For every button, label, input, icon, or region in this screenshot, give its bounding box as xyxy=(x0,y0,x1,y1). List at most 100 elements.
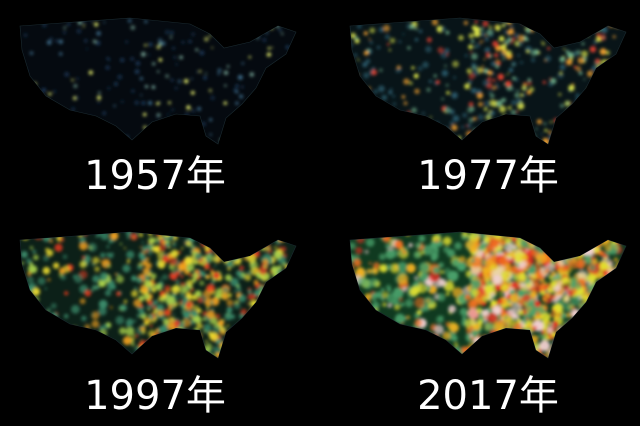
light-dot xyxy=(536,273,544,281)
light-dot xyxy=(365,58,371,64)
light-dot xyxy=(468,101,474,107)
light-dot xyxy=(385,249,396,260)
light-dot xyxy=(549,312,555,318)
light-dot xyxy=(492,78,496,82)
light-dot xyxy=(84,39,88,43)
light-dot xyxy=(180,274,184,279)
light-dot xyxy=(571,83,575,86)
light-dot xyxy=(518,272,527,281)
light-dot xyxy=(92,39,97,44)
light-dot xyxy=(501,47,504,50)
light-dot xyxy=(119,327,127,335)
light-dot xyxy=(64,72,70,77)
light-dot xyxy=(428,303,433,308)
light-dot xyxy=(210,268,214,273)
light-dot xyxy=(249,260,259,270)
light-dot xyxy=(476,92,484,99)
light-dot xyxy=(215,338,221,345)
light-dot xyxy=(153,245,161,253)
light-dot xyxy=(542,80,546,84)
light-dot xyxy=(467,123,472,128)
light-dot xyxy=(157,70,160,73)
light-dot xyxy=(168,257,178,266)
light-dot xyxy=(32,249,37,254)
light-dot xyxy=(117,74,123,80)
light-dot xyxy=(157,38,163,43)
light-dot xyxy=(526,90,532,95)
light-dot xyxy=(485,114,492,121)
light-dot xyxy=(371,267,379,275)
light-dot xyxy=(475,250,479,254)
light-dot xyxy=(212,271,221,280)
light-dot xyxy=(473,26,481,34)
light-dot xyxy=(512,88,515,92)
light-dot xyxy=(500,52,506,58)
light-dot xyxy=(170,78,174,82)
light-dot xyxy=(573,281,582,290)
light-dot xyxy=(390,88,393,91)
light-dot xyxy=(356,277,366,286)
light-dot xyxy=(226,324,229,327)
light-dot xyxy=(79,241,88,251)
light-dot xyxy=(363,50,369,56)
light-dot xyxy=(134,334,139,339)
light-dot xyxy=(170,109,173,112)
light-dot xyxy=(267,46,271,50)
light-dot xyxy=(409,24,415,30)
light-dot xyxy=(125,327,135,336)
light-dot xyxy=(237,74,243,80)
light-dot xyxy=(174,86,178,90)
light-dot xyxy=(581,50,588,58)
light-dot xyxy=(511,257,515,262)
light-dot xyxy=(519,101,522,104)
light-dot xyxy=(517,40,524,47)
light-dot xyxy=(467,239,478,251)
light-dot xyxy=(538,293,541,296)
light-dot xyxy=(189,273,192,277)
light-dot xyxy=(236,270,242,276)
light-dot xyxy=(141,241,145,244)
light-dot xyxy=(476,89,482,94)
light-dot xyxy=(33,254,39,261)
light-dot xyxy=(395,313,405,324)
light-dot xyxy=(411,107,417,113)
light-dot xyxy=(436,80,440,84)
light-dot xyxy=(523,82,527,85)
light-dot xyxy=(565,259,569,263)
light-dot xyxy=(368,37,371,41)
light-dot xyxy=(72,274,77,279)
light-dot xyxy=(539,283,547,292)
light-dot xyxy=(430,241,439,250)
light-dot xyxy=(464,54,468,58)
light-dot xyxy=(470,329,479,338)
light-dot xyxy=(157,310,164,317)
light-dot xyxy=(495,64,500,69)
light-dot xyxy=(394,240,404,249)
light-dot xyxy=(421,111,425,116)
light-dot xyxy=(253,289,261,297)
light-dot xyxy=(130,233,138,241)
light-dot xyxy=(202,317,206,321)
light-dot xyxy=(159,307,162,310)
light-dot xyxy=(188,39,192,44)
light-dot xyxy=(125,40,129,44)
light-dot xyxy=(63,31,66,34)
light-dot xyxy=(144,19,148,24)
light-dot xyxy=(163,309,171,316)
light-dot xyxy=(526,50,530,54)
light-dot xyxy=(517,286,522,290)
light-dot xyxy=(188,308,192,312)
light-dot xyxy=(223,70,229,76)
light-dot xyxy=(71,304,80,314)
light-dot xyxy=(497,298,503,305)
light-dot xyxy=(578,71,583,75)
light-dot xyxy=(517,34,525,42)
light-dot xyxy=(46,40,52,45)
light-dot xyxy=(484,258,494,268)
light-dot xyxy=(509,293,520,303)
light-dot xyxy=(192,272,199,279)
light-dot xyxy=(108,238,114,244)
light-dot xyxy=(42,255,50,262)
light-dot xyxy=(221,329,225,333)
light-dot xyxy=(164,285,171,292)
